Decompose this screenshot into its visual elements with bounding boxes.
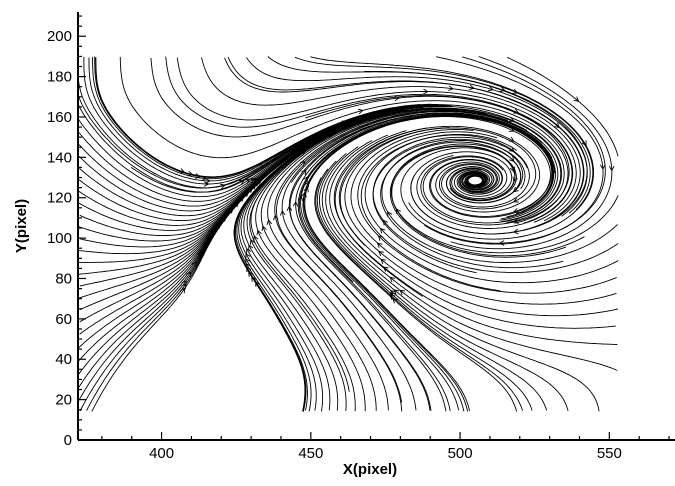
y-ticks: 0 20 40 60 80 100 120 140 160 180 200 bbox=[47, 15, 86, 449]
y-axis-title: Y(pixel) bbox=[13, 199, 30, 253]
streamline bbox=[325, 140, 600, 412]
streamline-arrow bbox=[599, 164, 606, 170]
streamline-arrow bbox=[499, 86, 506, 92]
y-tick-label: 40 bbox=[55, 351, 72, 368]
streamline-arrow bbox=[448, 85, 454, 92]
streamline-arrow bbox=[245, 252, 251, 259]
streamline-arrow bbox=[508, 126, 515, 132]
y-tick-label: 120 bbox=[47, 190, 72, 207]
streamline bbox=[314, 177, 518, 412]
streamline-arrow bbox=[246, 247, 252, 254]
streamline-arrow bbox=[195, 173, 201, 179]
streamline-arrow bbox=[244, 178, 251, 185]
streamline-arrow bbox=[376, 242, 383, 248]
streamline-arrow bbox=[292, 201, 299, 207]
streamline-arrow bbox=[508, 136, 515, 142]
streamline bbox=[316, 160, 533, 411]
streamline-arrow bbox=[498, 240, 505, 246]
streamline bbox=[119, 56, 569, 224]
streamline-arrow bbox=[245, 257, 251, 264]
x-tick-label: 400 bbox=[149, 445, 174, 462]
streamline-arrow bbox=[203, 181, 210, 187]
streamline-arrow bbox=[379, 227, 386, 234]
streamline bbox=[165, 56, 574, 229]
streamline bbox=[150, 57, 573, 224]
streamline-arrow bbox=[509, 166, 516, 173]
streamline-arrow bbox=[382, 219, 389, 226]
streamline-arrow bbox=[302, 176, 308, 183]
y-tick-label: 0 bbox=[64, 432, 72, 449]
streamline bbox=[344, 127, 618, 317]
streamline-arrow bbox=[508, 156, 515, 163]
streamline-arrow bbox=[266, 219, 273, 226]
streamline-arrow bbox=[399, 289, 406, 296]
streamline-arrow bbox=[253, 235, 259, 242]
y-tick-label: 100 bbox=[47, 230, 72, 247]
x-tick-label: 450 bbox=[298, 445, 323, 462]
streamline-arrow bbox=[299, 150, 306, 157]
streamline-arrow bbox=[301, 169, 307, 175]
streamline-arrow bbox=[248, 244, 254, 251]
streamline-arrow bbox=[508, 116, 515, 122]
streamline-arrow bbox=[508, 146, 515, 152]
streamline-arrow bbox=[219, 183, 226, 190]
streamline-arrow bbox=[179, 168, 186, 174]
streamline-arrow bbox=[581, 140, 587, 147]
streamline-arrow bbox=[608, 165, 615, 172]
streamline-arrow bbox=[513, 108, 520, 114]
streamline-arrow bbox=[393, 289, 400, 295]
axes bbox=[77, 12, 675, 441]
streamline-arrow bbox=[423, 88, 429, 95]
y-tick-label: 200 bbox=[47, 28, 72, 45]
streamline-arrow bbox=[387, 210, 393, 217]
streamline-arrow bbox=[392, 297, 398, 304]
streamline bbox=[333, 130, 618, 345]
y-tick-label: 60 bbox=[55, 311, 72, 328]
streamline-arrow bbox=[378, 250, 384, 257]
streamline-arrow bbox=[512, 207, 519, 214]
streamline-arrow bbox=[261, 225, 267, 232]
streamline-arrow bbox=[468, 84, 475, 91]
streamline-arrow bbox=[380, 258, 386, 265]
streamline-arrow bbox=[554, 122, 560, 129]
streamline-arrow bbox=[382, 266, 389, 272]
streamline-arrow bbox=[279, 209, 286, 216]
streamline-arrow bbox=[394, 95, 400, 102]
streamline-arrow bbox=[389, 276, 396, 283]
streamline-arrow bbox=[256, 229, 262, 236]
streamline bbox=[176, 57, 577, 223]
y-tick-label: 80 bbox=[55, 270, 72, 287]
streamline-arrow bbox=[389, 292, 396, 298]
streamline-arrow bbox=[299, 160, 306, 167]
streamline-arrow bbox=[512, 197, 519, 203]
streamline-arrow bbox=[249, 238, 256, 245]
y-tick-label: 140 bbox=[47, 149, 72, 166]
y-tick-label: 20 bbox=[55, 392, 72, 409]
streamline bbox=[506, 56, 619, 157]
streamline-arrow bbox=[357, 108, 364, 115]
x-axis-title: X(pixel) bbox=[343, 461, 397, 478]
streamline-arrow bbox=[239, 179, 245, 185]
streamline-arrow bbox=[248, 271, 254, 277]
streamline bbox=[350, 129, 617, 305]
x-tick-label: 500 bbox=[448, 445, 473, 462]
streamline-arrow bbox=[304, 181, 310, 188]
streamline-arrow bbox=[286, 205, 293, 212]
x-ticks: 400 450 500 550 bbox=[101, 432, 670, 462]
streamline bbox=[201, 57, 581, 222]
streamline-arrow bbox=[573, 96, 580, 102]
streamline-arrow bbox=[205, 178, 211, 184]
streamlines bbox=[78, 56, 619, 412]
streamline-arrow bbox=[512, 88, 519, 94]
streamline bbox=[246, 57, 588, 217]
streamline-arrow bbox=[390, 289, 396, 296]
x-tick-label: 550 bbox=[597, 445, 622, 462]
streamline-arrow bbox=[487, 85, 494, 92]
y-tick-label: 160 bbox=[47, 109, 72, 126]
y-tick-label: 180 bbox=[47, 69, 72, 86]
